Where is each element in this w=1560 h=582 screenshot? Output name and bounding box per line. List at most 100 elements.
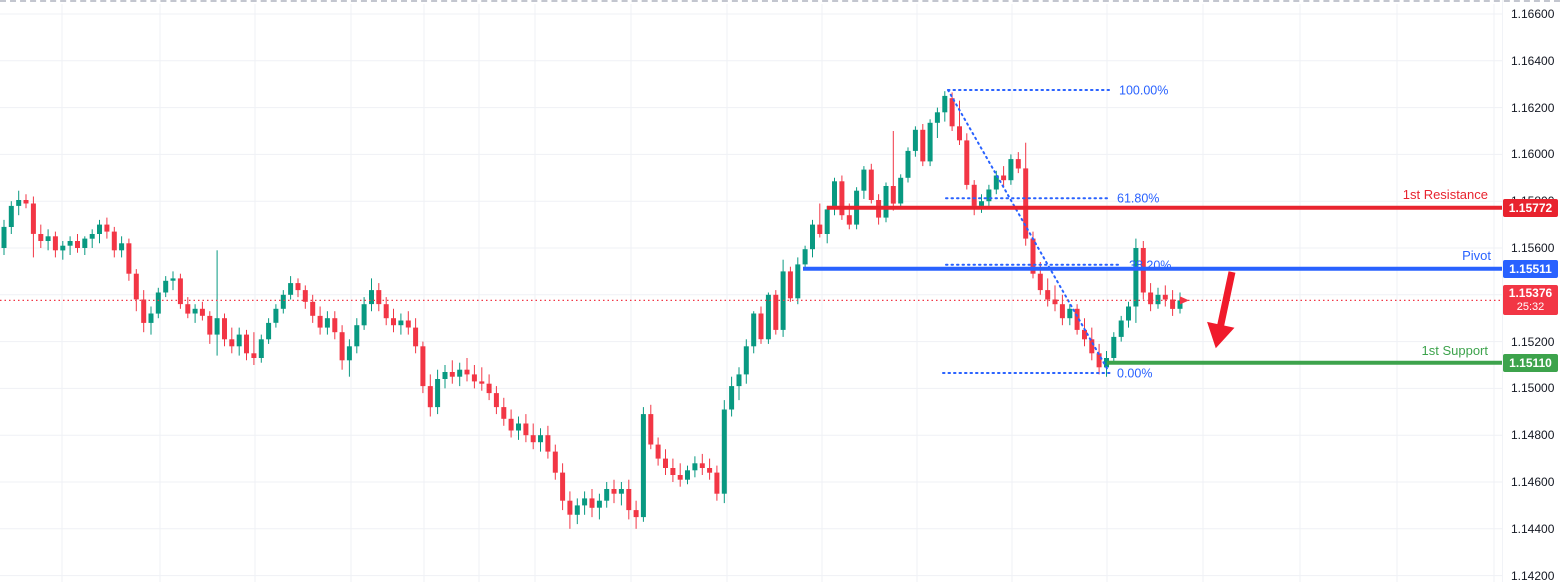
candle-body xyxy=(332,318,338,333)
candle-body xyxy=(523,423,529,436)
candle-body xyxy=(648,414,654,445)
candle-body xyxy=(530,435,536,443)
candle-body xyxy=(1023,168,1029,239)
candle-body xyxy=(1008,159,1014,181)
candle-body xyxy=(611,489,617,494)
price-axis-label: 1.16600 xyxy=(1511,7,1555,21)
candle-body xyxy=(618,489,624,494)
candle-body xyxy=(714,472,720,494)
current-price-badge: 1.15376 25:32 xyxy=(1503,285,1558,316)
bar-countdown-timer: 25:32 xyxy=(1516,301,1545,314)
candle-body xyxy=(207,315,213,335)
candle-body xyxy=(295,283,301,291)
candle-body xyxy=(626,489,632,511)
candle-body xyxy=(538,435,543,443)
candle-body xyxy=(324,318,330,328)
candle-body xyxy=(38,234,44,241)
candle-body xyxy=(273,308,279,323)
support-label[interactable]: 1st Support xyxy=(1421,342,1489,358)
candle-body xyxy=(376,290,382,305)
downtrend-arrow[interactable] xyxy=(1202,269,1246,351)
candle-body xyxy=(898,177,904,204)
candle-body xyxy=(868,169,874,200)
candle-body xyxy=(979,201,984,206)
candle-body xyxy=(391,318,396,326)
candle-body xyxy=(861,169,867,191)
candle-body xyxy=(824,209,830,234)
price-axis-label: 1.16200 xyxy=(1511,101,1555,115)
candle-body xyxy=(765,294,771,340)
candle-body xyxy=(1111,336,1117,358)
candle-body xyxy=(736,374,742,387)
candle-body xyxy=(1045,290,1051,300)
candle-body xyxy=(280,294,286,309)
resistance-label[interactable]: 1st Resistance xyxy=(1402,186,1488,202)
candle-body xyxy=(942,95,948,113)
candle-body xyxy=(413,327,419,347)
candle-body xyxy=(236,334,242,347)
candle-body xyxy=(560,472,566,501)
candle-body xyxy=(545,435,551,452)
fib-trend-line[interactable] xyxy=(947,89,1108,370)
candle-body xyxy=(133,273,139,300)
price-axis-label: 1.16000 xyxy=(1511,147,1555,161)
price-axis-label: 1.15000 xyxy=(1511,381,1555,395)
candle-body xyxy=(817,224,823,234)
candle-body xyxy=(692,463,698,471)
candle-body xyxy=(317,315,323,328)
candle-body xyxy=(685,470,690,480)
candle-body xyxy=(655,444,661,459)
candle-body xyxy=(1052,299,1058,305)
candle-body xyxy=(192,308,198,314)
candle-body xyxy=(1074,308,1080,330)
candle-body xyxy=(707,468,713,473)
arrow-shaft xyxy=(1216,271,1236,330)
candle-body xyxy=(23,200,29,204)
candle-body xyxy=(104,224,110,232)
candle-body xyxy=(832,181,837,210)
candle-body xyxy=(640,414,646,518)
candle-body xyxy=(633,510,639,518)
candle-body xyxy=(1067,308,1073,319)
candle-body xyxy=(699,463,705,468)
candle-body xyxy=(398,320,404,326)
candle-body xyxy=(464,369,470,375)
candle-body xyxy=(60,245,66,251)
candle-body xyxy=(222,318,227,340)
candle-body xyxy=(589,498,595,508)
candle-body xyxy=(751,313,757,347)
candle-body xyxy=(567,500,573,515)
candle-body xyxy=(111,231,117,251)
candle-body xyxy=(596,500,602,508)
candle-body xyxy=(442,372,448,379)
candle-body xyxy=(670,468,676,475)
candle-body xyxy=(839,181,845,216)
candle-body xyxy=(971,184,977,206)
support-price-badge: 1.15110 xyxy=(1503,353,1558,372)
candle-body xyxy=(369,290,374,305)
fib-level-label: 100.00% xyxy=(1119,84,1168,98)
candle-body xyxy=(663,458,668,468)
pivot-label[interactable]: Pivot xyxy=(1462,247,1491,263)
price-axis-label: 1.14200 xyxy=(1511,569,1555,582)
candle-body xyxy=(920,129,926,162)
price-axis-label: 1.15200 xyxy=(1511,335,1555,349)
candle-body xyxy=(405,320,411,328)
candle-body xyxy=(251,353,257,358)
candle-body xyxy=(516,423,521,431)
candle-body xyxy=(604,489,610,501)
candle-body xyxy=(1126,306,1131,321)
candle-body xyxy=(758,313,764,340)
candle-body xyxy=(1133,248,1139,307)
candle-body xyxy=(383,304,389,319)
candle-body xyxy=(288,283,294,295)
candle-body xyxy=(346,346,352,361)
candle-body xyxy=(214,318,220,335)
price-line-arrow-marker xyxy=(1180,296,1189,305)
fib-level-label: 61.80% xyxy=(1117,192,1159,206)
candle-body xyxy=(266,322,272,340)
candle-body xyxy=(986,189,992,202)
candle-body xyxy=(905,150,911,178)
candle-body xyxy=(97,224,102,234)
